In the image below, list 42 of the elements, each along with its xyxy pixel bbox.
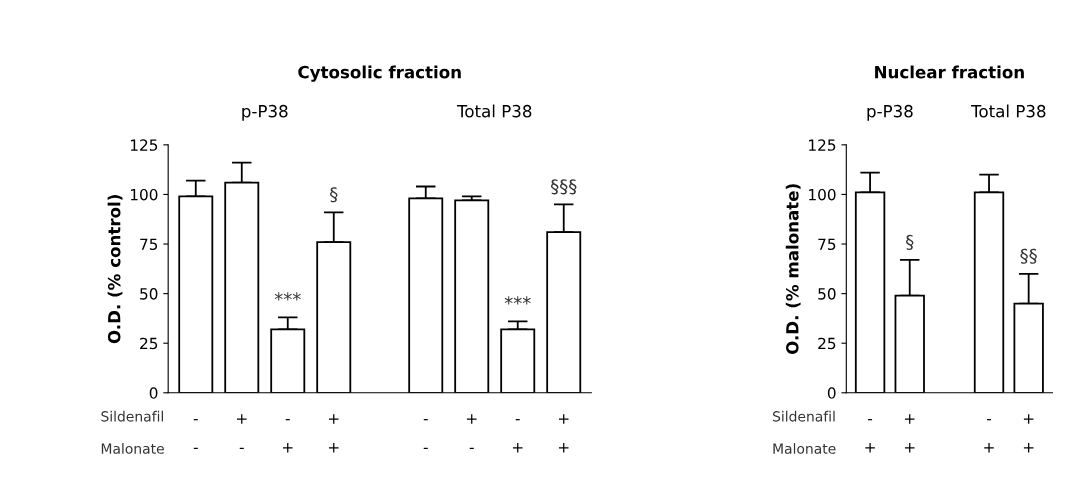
y-tick-label: 0 [827,387,836,399]
category-label: + + [558,414,569,453]
text: p-P38 [867,104,913,121]
data-label: §§ [1020,248,1037,264]
data-label: § [330,187,338,203]
y-tick-label: 100 [130,188,158,201]
text: Malonate [101,443,164,454]
text: Total P38 [456,104,532,118]
category-label: - - [193,419,198,449]
category-label: - + [865,419,875,453]
y-tick-label: 75 [818,238,836,251]
y-axis-title: O.D. (% control) [107,195,123,344]
text: Sildenafil [773,410,835,422]
data-label: *** [274,292,301,301]
y-tick-label: 25 [818,337,836,350]
y-tick-label: 25 [140,337,158,350]
text: p-P38 [242,104,288,121]
text: Sildenafil [101,410,163,422]
category-label: - + [282,419,293,453]
y-axis-title: O.D. (% malonate) [785,184,801,354]
y-tick-label: 75 [140,238,158,251]
y-tick-label: 125 [809,139,836,151]
data-label: § [906,234,914,250]
y-tick-label: 125 [130,139,158,151]
text: Malonate [773,443,836,454]
category-label: + + [1023,414,1034,453]
text: Total P38 [971,104,1046,118]
data-label: §§§ [551,179,577,195]
category-label: + - [466,414,477,449]
category-label: + + [328,414,339,453]
category-label: - - [423,419,428,449]
category-label: - + [984,419,994,453]
y-tick-label: 0 [149,387,158,399]
chart-title: Cytosolic fraction [298,65,461,82]
y-tick-label: 50 [818,288,836,300]
y-tick-label: 100 [809,188,836,201]
data-label: *** [504,296,531,305]
category-label: - + [512,419,523,453]
y-tick-label: 50 [140,288,158,300]
chart-title: Nuclear fraction [875,65,1024,79]
category-label: + + [904,414,915,453]
category-label: + - [236,414,247,449]
